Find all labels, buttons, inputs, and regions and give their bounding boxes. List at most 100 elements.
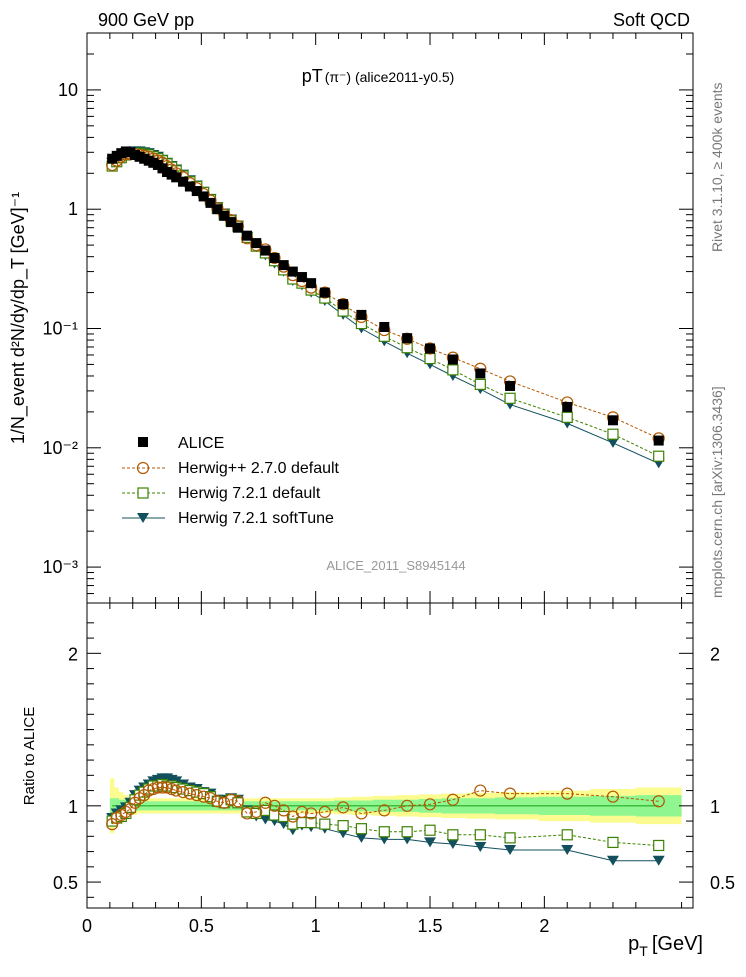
ratio-herwigpp-point [151, 781, 164, 794]
ratio-herwigpp-point [204, 792, 217, 805]
ratio-softtune-point [652, 855, 665, 866]
ratio-herwig72-point [296, 816, 308, 829]
alice-point [425, 343, 436, 354]
ratio-plot-frame [86, 602, 694, 909]
ratio-y-tick-label-0: 0.5 [53, 873, 78, 893]
x-axis-label: pT [GeV] [628, 933, 703, 959]
ratio-herwig72-point [474, 829, 486, 841]
ratio-softtune-point [606, 855, 619, 866]
alice-point [198, 191, 209, 202]
ratio-softtune-point [424, 837, 437, 848]
legend-softtune-label: Herwig 7.2.1 softTune [178, 510, 334, 527]
alice-point [306, 278, 317, 289]
alice-point [562, 401, 573, 412]
herwig72-point [607, 428, 619, 440]
ratio-herwigpp-point [295, 805, 309, 819]
ratio-herwigpp-point [138, 789, 151, 802]
herwig72-point [653, 450, 665, 462]
legend-herwig72-marker [137, 487, 149, 499]
alice-point [219, 210, 230, 221]
ratio-herwig72-point [319, 818, 331, 830]
ratio-herwigpp-point [606, 790, 620, 803]
alice-point [178, 176, 189, 187]
main-y-axis-label: 1/N_event d²N/dy/dp_T [GeV]⁻¹ [8, 192, 29, 444]
ratio-herwigpp-point [503, 787, 517, 800]
alice-point [212, 204, 223, 215]
ratio-herwigpp-point [259, 796, 272, 809]
alice-point [278, 260, 289, 271]
ratio-herwig72-point [447, 829, 459, 841]
ratio-herwigpp-point [124, 802, 137, 815]
ratio-herwigpp-point [305, 807, 318, 820]
ratio-herwigpp-point [211, 795, 224, 808]
alice-point [287, 266, 298, 277]
ratio-herwigpp-point [561, 787, 574, 800]
ratio-plot-panel: 0 0.5 1 1.5 2 0.5 0.5 1 1 2 2 Ratio to ALICE pT [Ge… [21, 602, 735, 959]
herwigpp-point [318, 286, 331, 299]
ratio-herwigpp-point [378, 804, 391, 817]
alice-point [226, 217, 237, 228]
ratio-herwig72-point [504, 832, 516, 844]
alice-point [232, 222, 243, 233]
legend-herwigpp-marker [136, 461, 150, 475]
alice-point [447, 354, 458, 365]
herwig72-point [447, 364, 459, 376]
alice-point [356, 309, 367, 320]
ratio-herwigpp-point [446, 793, 459, 806]
alice-point [184, 181, 195, 192]
herwig72-point [561, 411, 573, 423]
ratio-herwigpp-point [337, 801, 350, 814]
ratio-herwigpp-point [218, 796, 231, 809]
legend-softtune-marker [137, 513, 149, 523]
alice-point [607, 415, 618, 426]
ratio-herwigpp-line [111, 787, 659, 825]
ratio-herwigpp-point [652, 795, 665, 808]
alice-point [402, 333, 413, 344]
ratio-herwigpp-point [423, 798, 437, 811]
y-tick-label-2: 10⁻¹ [42, 319, 78, 339]
ratio-softtune-point [446, 838, 459, 849]
herwig72-point [474, 378, 486, 390]
alice-point [379, 321, 390, 332]
ratio-y-tick-label-2: 2 [68, 644, 78, 664]
ratio-herwig72-point [424, 824, 436, 836]
ratio-herwigpp-point [128, 796, 142, 809]
herwig72-point [355, 317, 368, 330]
herwigpp-point [268, 251, 281, 265]
ratio-softtune-point [474, 842, 487, 852]
ratio-herwigpp-point [224, 793, 238, 806]
ratio-y-axis-label: Ratio to ALICE [21, 707, 38, 805]
herwig72-point [424, 352, 436, 365]
alice-point [319, 287, 330, 298]
ratio-y-tick-label-right-1: 1 [710, 797, 720, 817]
ratio-herwigpp-point [176, 785, 190, 799]
alice-point [171, 172, 182, 183]
ratio-herwig72-point [401, 826, 413, 838]
legend-item-herwigpp: Herwig++ 2.7.0 default [122, 460, 340, 477]
alice-point [269, 252, 280, 263]
header-left: 900 GeV pp [98, 10, 194, 30]
softtune-point [606, 437, 619, 448]
ratio-softtune-point [504, 845, 517, 856]
x-tick-label-3: 1.5 [418, 916, 443, 936]
ratio-herwig72-point [653, 839, 665, 852]
y-tick-label-1: 1 [68, 199, 78, 219]
plot-title: pT (π⁻) (alice2011-y0.5) [302, 66, 455, 86]
legend-alice-marker [138, 437, 148, 447]
alice-point [260, 245, 271, 256]
alice-point [191, 186, 202, 197]
x-tick-label-0: 0 [82, 916, 92, 936]
ratio-softtune-point [355, 832, 368, 843]
ratio-herwigpp-point [240, 807, 254, 820]
alice-point [338, 299, 349, 310]
herwigpp-point [337, 298, 350, 311]
x-tick-label-1: 0.5 [189, 916, 214, 936]
side-label-bottom: mcplots.cern.ch [arXiv:1306.3436] [709, 386, 725, 598]
herwig72-point [504, 392, 516, 404]
ratio-herwig72-point [337, 820, 349, 832]
header-right: Soft QCD [613, 10, 690, 30]
ratio-herwigpp-point [183, 787, 197, 800]
ratio-herwigpp-point [355, 807, 368, 820]
ratio-y-tick-label-1: 1 [68, 797, 78, 817]
